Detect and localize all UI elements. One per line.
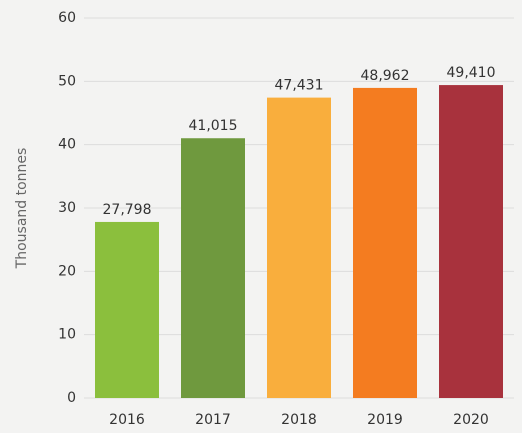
bar [267,97,331,398]
bar [181,138,245,398]
y-tick-label: 30 [58,200,76,216]
y-tick-label: 10 [58,327,76,343]
x-tick-label: 2020 [453,412,489,428]
x-tick-label: 2018 [281,412,317,428]
value-label: 49,410 [447,65,496,81]
x-tick-label: 2019 [367,412,403,428]
value-label: 41,015 [189,118,238,134]
bar [439,85,503,398]
y-tick-label: 20 [58,263,76,279]
value-label: 27,798 [103,202,152,218]
y-tick-label: 40 [58,137,76,153]
x-tick-label: 2017 [195,412,231,428]
y-tick-label: 60 [58,10,76,26]
bar [353,87,417,398]
value-label: 47,431 [275,78,324,94]
y-axis-label: Thousand tonnes [14,148,30,270]
x-tick-label: 2016 [109,412,145,428]
bar [95,221,159,398]
y-tick-label: 50 [58,73,76,89]
value-label: 48,962 [361,68,410,84]
y-tick-label: 0 [67,390,76,406]
